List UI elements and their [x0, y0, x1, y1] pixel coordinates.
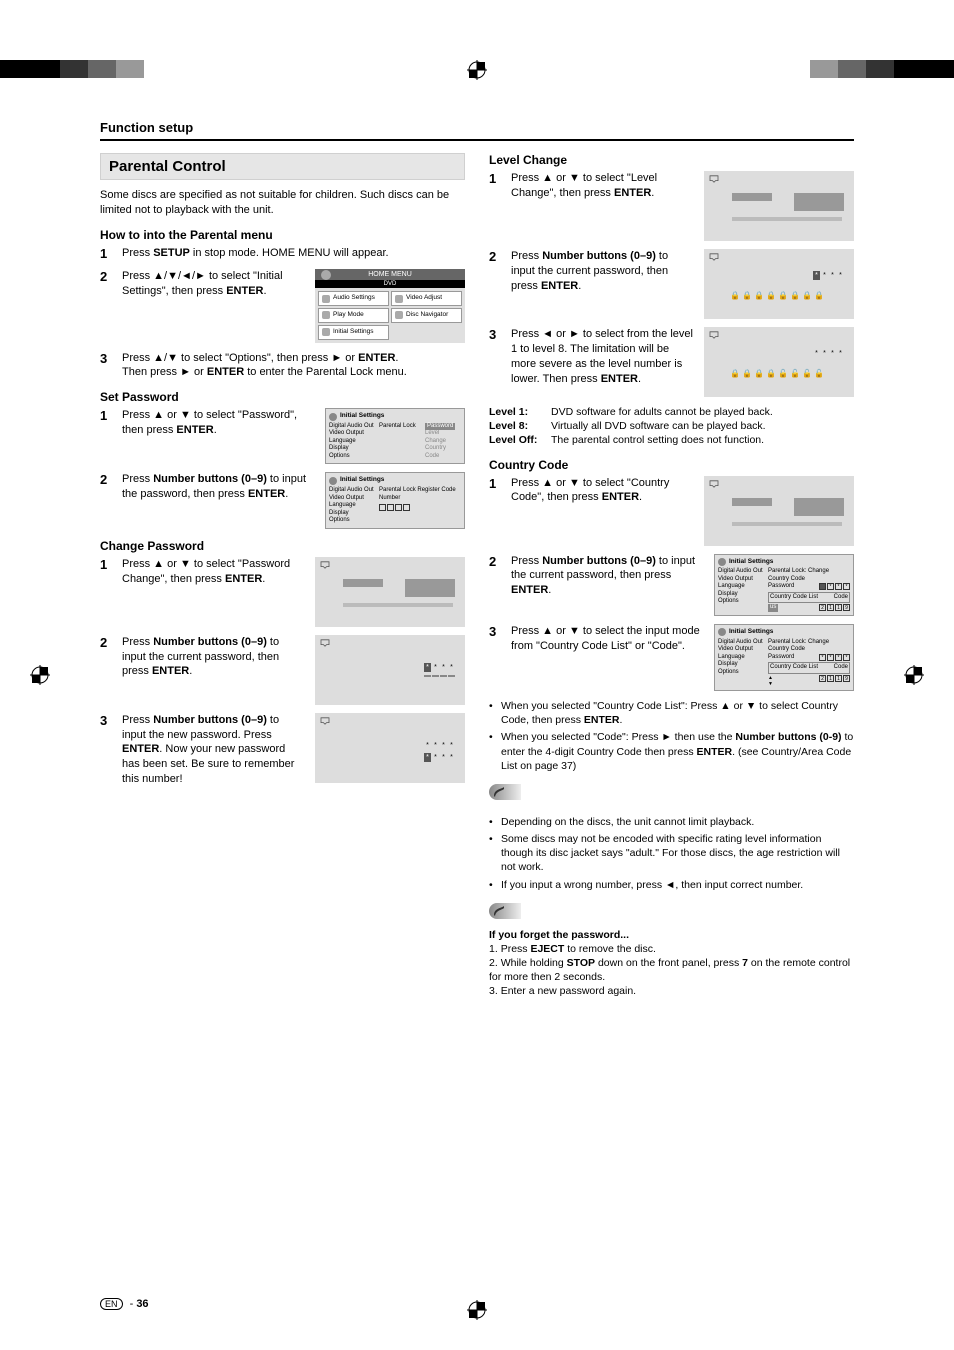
country-code-bullets: When you selected "Country Code List": P…: [489, 699, 854, 773]
intro-text: Some discs are specified as not suitable…: [100, 188, 465, 218]
print-bars-right: [810, 60, 954, 78]
step-text: Press ▲/▼/◄/► to select "Initial Setting…: [122, 269, 305, 343]
step-text: Press Number buttons (0–9) to input the …: [122, 472, 315, 528]
screen-figure: ****: [315, 635, 465, 705]
level-definitions: Level 1:DVD software for adults cannot b…: [489, 405, 854, 448]
step-number: 3: [100, 351, 114, 366]
step-number: 2: [100, 472, 114, 487]
step-text: Press Number buttons (0–9) to input the …: [511, 554, 704, 616]
registration-mark-right: [904, 665, 924, 685]
screen-figure: **** ****: [315, 713, 465, 783]
step-text: Press ▲ or ▼ to select "Password", then …: [122, 408, 315, 464]
initial-settings-figure: Initial Settings Digital Audio Out Video…: [325, 408, 465, 464]
change-password-heading: Change Password: [100, 539, 465, 553]
step-number: 1: [100, 557, 114, 572]
step-number: 2: [489, 249, 503, 264]
set-password-heading: Set Password: [100, 390, 465, 404]
step-text: Press ▲ or ▼ to select "Country Code", t…: [511, 476, 694, 546]
step-text: Press ▲ or ▼ to select the input mode fr…: [511, 624, 704, 691]
step-number: 1: [489, 476, 503, 491]
home-menu-figure: HOME MENU DVD Audio Settings Video Adjus…: [315, 269, 465, 343]
screen-figure: [704, 171, 854, 241]
step-number: 3: [100, 713, 114, 728]
notes-list: Depending on the discs, the unit cannot …: [489, 815, 854, 892]
initial-settings-figure: Initial Settings Digital Audio Out Video…: [325, 472, 465, 528]
step-number: 2: [100, 635, 114, 650]
step-number: 1: [100, 408, 114, 423]
country-code-figure: Initial Settings Digital Audio Out Video…: [714, 554, 854, 616]
section-divider: [100, 139, 854, 141]
step-number: 1: [489, 171, 503, 186]
step-text: Press Number buttons (0–9) to input the …: [122, 713, 305, 787]
country-code-heading: Country Code: [489, 458, 854, 472]
note-icon: [489, 784, 521, 800]
step-number: 1: [100, 246, 114, 261]
screen-figure: **** 🔒🔒🔒🔒🔓🔓🔓🔓: [704, 327, 854, 397]
step-number: 2: [100, 269, 114, 284]
step-text: Press ▲ or ▼ to select "Password Change"…: [122, 557, 305, 627]
step-text: Press ◄ or ► to select from the level 1 …: [511, 327, 694, 397]
note-icon: [489, 903, 521, 919]
step-text: Press ▲/▼ to select "Options", then pres…: [122, 351, 465, 381]
registration-mark-top: [467, 60, 487, 80]
registration-mark-bottom: [467, 1300, 487, 1320]
page-footer: EN - 36: [100, 1298, 149, 1310]
registration-mark-left: [30, 665, 50, 685]
step-text: Press SETUP in stop mode. HOME MENU will…: [122, 246, 465, 261]
step-number: 2: [489, 554, 503, 569]
section-header: Function setup: [100, 120, 854, 135]
howto-heading: How to into the Parental menu: [100, 228, 465, 242]
step-number: 3: [489, 624, 503, 639]
forget-password-block: If you forget the password... 1. Press E…: [489, 928, 854, 999]
screen-figure: [704, 476, 854, 546]
screen-figure: [315, 557, 465, 627]
title-bar: Parental Control: [100, 153, 465, 180]
print-bars-left: [0, 60, 144, 78]
step-number: 3: [489, 327, 503, 342]
step-text: Press Number buttons (0–9) to input the …: [122, 635, 305, 705]
level-change-heading: Level Change: [489, 153, 854, 167]
country-code-figure: Initial Settings Digital Audio Out Video…: [714, 624, 854, 691]
screen-figure: **** 🔒🔒🔒🔒🔒🔒🔒🔒: [704, 249, 854, 319]
step-text: Press Number buttons (0–9) to input the …: [511, 249, 694, 319]
step-text: Press ▲ or ▼ to select "Level Change", t…: [511, 171, 694, 241]
